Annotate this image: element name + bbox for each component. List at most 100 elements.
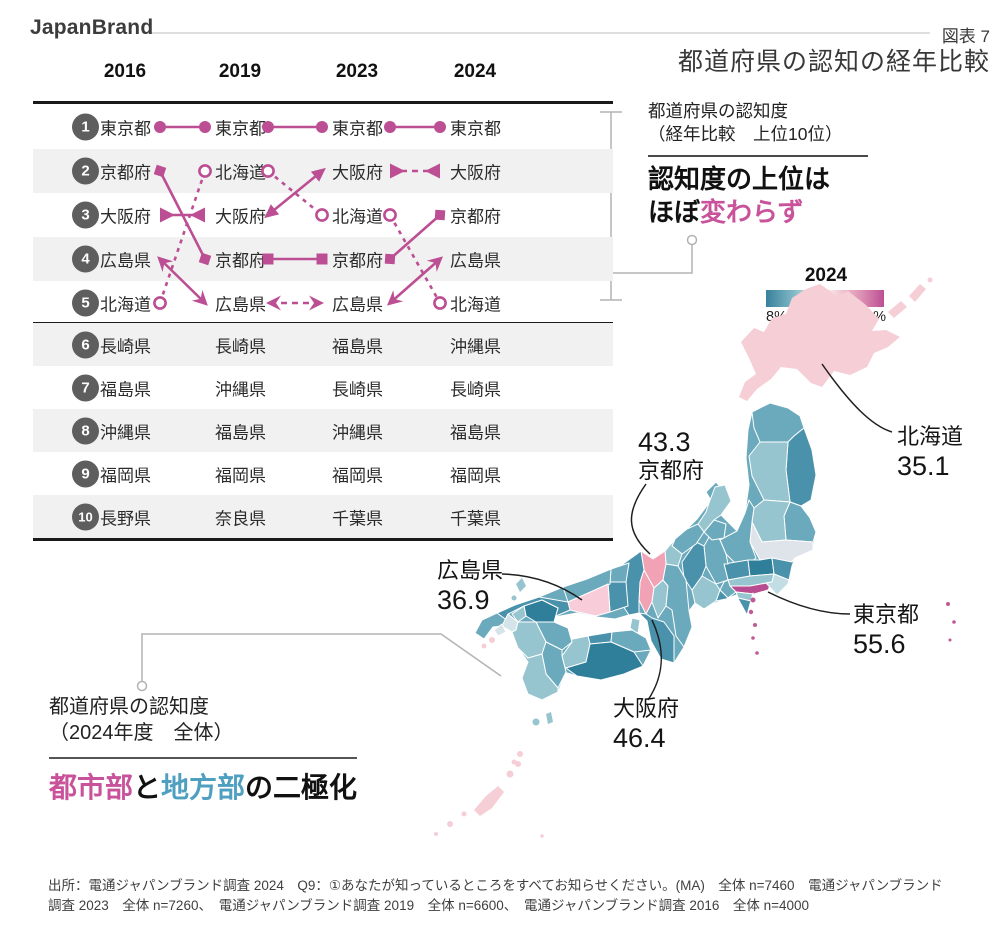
map-okinawa-chain [434,761,544,838]
rank-row-7: 7 福島県 沖縄県 長崎県 長崎県 [33,366,613,409]
map-kyushu-base [501,599,573,701]
map-shikoku-base [546,629,652,681]
top5-panel-caption: 都道府県の認知度 （経年比較 上位10位） [648,100,842,146]
annotation-osaka: 大阪府 46.4 [613,696,679,754]
annotation-name: 大阪府 [613,696,680,721]
rank-cell: 東京都 [450,119,501,139]
map-region-tokyo [729,581,773,595]
rank-cell: 福岡県 [215,466,266,485]
annotation-tokyo: 東京都 55.6 [853,602,919,660]
table-rule-top [33,101,613,104]
rank-cell: 東京都 [100,119,151,139]
rank-cell: 長崎県 [100,337,151,356]
table-rule-bottom [33,538,613,541]
rank-cell: 福岡県 [332,466,383,485]
rank-cell: 東京都 [332,119,383,139]
bottom-panel-caption: 都道府県の認知度 （2024年度 全体） [49,694,234,746]
year-header-2023: 2023 [335,61,379,82]
leader-kyoto [630,483,651,555]
top-panel-headline: 認知度の上位は ほぼ変わらず [648,163,830,229]
top-panel-divider [648,155,868,157]
rank-cell: 福島県 [100,380,151,399]
brand-logo: JapanBrand [30,16,154,39]
rank-row-4: 4 広島県 京都府 京都府 広島県 [33,237,613,281]
rank-badge: 4 [72,245,99,273]
rank-badge: 10 [72,503,99,530]
annotation-value: 55.6 [853,629,906,659]
legend-title: 2024 [804,265,848,286]
caption-line: （2024年度 全体） [49,722,234,744]
map-shikoku-prefs [546,629,652,681]
rank-cell: 北海道 [100,295,151,315]
rank-cell: 沖縄県 [100,423,151,442]
caption-line: 都道府県の認知度 [648,101,788,121]
caption-line: （経年比較 上位10位） [648,124,843,144]
map-region-nagasaki [501,613,519,633]
rank-cell: 沖縄県 [215,380,266,399]
rank-row-2: 2 京都府 北海道 大阪府 大阪府 [33,149,613,193]
leader-hokkaido [821,363,893,433]
rank-cell: 大阪府 [100,207,151,227]
rank-cell: 沖縄県 [450,337,501,356]
leader-tokyo [767,591,851,615]
rank-row-6: 6 長崎県 長崎県 福島県 沖縄県 [33,323,613,366]
rank-cell: 広島県 [332,295,383,315]
headline-connector-bottom [141,633,502,681]
rank-cell: 福岡県 [450,466,501,485]
rank-badge: 6 [72,331,99,358]
rank-cell: 東京都 [215,119,266,139]
annotation-name: 京都府 [638,458,705,483]
legend-gradient-bar [766,290,884,307]
rank-cell: 長崎県 [450,380,501,399]
bottom-panel-divider [49,757,357,759]
annotation-name: 東京都 [853,602,920,627]
rank-badge: 9 [72,460,99,487]
headline-line: 認知度の上位は [648,164,831,194]
rank-cell: 京都府 [450,207,501,227]
caption-line: 都道府県の認知度 [49,696,209,718]
rank-cell: 京都府 [215,251,266,271]
rank-cell: 福島県 [215,423,266,442]
map-legend: 2024 8% 56% [766,265,886,325]
rank-row-8: 8 沖縄県 福島県 沖縄県 福島県 [33,409,613,452]
annotation-kyoto: 43.3 京都府 [638,426,704,484]
rank-cell: 福島県 [450,423,501,442]
rank-cell: 千葉県 [332,509,383,528]
connector-dot-bottom [136,680,148,692]
annotation-hiroshima: 広島県 36.9 [437,558,503,616]
map-region-kyoto [640,550,667,589]
headline-accent: 変わらず [700,197,804,227]
annotation-value: 36.9 [437,585,490,615]
headline-connector-top [612,245,693,274]
source-line: 出所：電通ジャパンブランド調査 2024 Q9：①あなたが知っているところをすべ… [48,878,943,893]
rank-row-5: 5 北海道 広島県 広島県 北海道 [33,281,613,325]
map-kyushu-prefs [493,599,573,701]
rank-badge: 5 [72,289,99,317]
map-region-fukushima [749,521,814,563]
rank-row-9: 9 福岡県 福岡県 福岡県 福岡県 [33,452,613,495]
rank-cell: 長崎県 [215,337,266,356]
rank-badge: 8 [72,417,99,444]
rank-cell: 沖縄県 [332,423,383,442]
leader-hiroshima [501,573,583,601]
rank-cell: 広島県 [215,295,266,315]
source-line: 調査 2023 全体 n=7260、 電通ジャパンブランド調査 2019 全体 … [48,898,810,914]
headline-accent-urban: 都市部 [49,772,134,803]
rank-cell: 長野県 [100,509,151,528]
rank-cell: 福島県 [332,337,383,356]
year-header-2016: 2016 [103,61,147,82]
table-rule-middle [33,322,613,324]
rank-badge: 1 [72,113,99,141]
rank-cell: 北海道 [215,163,266,183]
rank-cell: 京都府 [100,163,151,183]
connector-dot-top [686,234,698,246]
headline-accent-rural: 地方部 [161,772,246,803]
rank-cell: 福岡県 [100,466,151,485]
source-note: 出所：電通ジャパンブランド調査 2024 Q9：①あなたが知っているところをすべ… [48,876,973,917]
rank-cell: 長崎県 [332,380,383,399]
map-region-osaka [638,569,655,615]
rank-cell: 大阪府 [332,163,383,183]
rank-row-1: 1 東京都 東京都 東京都 東京都 [33,105,613,149]
annotation-name: 広島県 [437,558,504,583]
